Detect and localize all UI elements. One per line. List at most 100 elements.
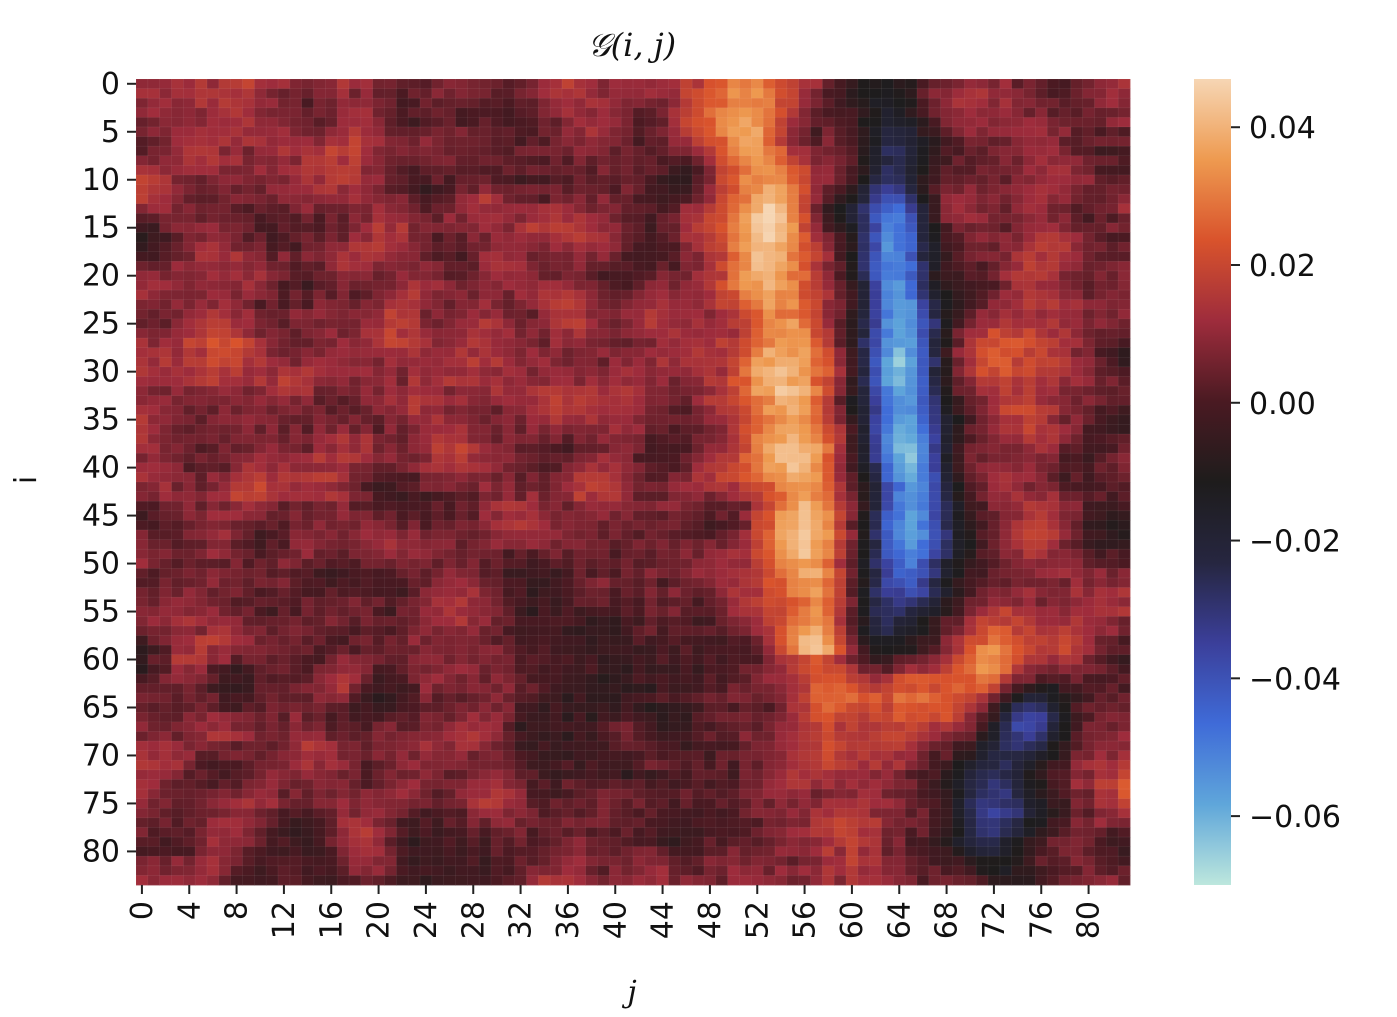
heatmap-cell <box>798 98 811 109</box>
heatmap-cell <box>301 568 314 579</box>
heatmap-cell <box>905 280 918 291</box>
heatmap-cell <box>846 232 859 243</box>
heatmap-cell <box>1035 443 1048 454</box>
heatmap-cell <box>230 539 243 550</box>
heatmap-cell <box>1094 529 1107 540</box>
heatmap-cell <box>159 338 172 349</box>
heatmap-cell <box>597 424 610 435</box>
heatmap-cell <box>976 117 989 128</box>
heatmap-cell <box>301 203 314 214</box>
heatmap-cell <box>1070 434 1084 445</box>
heatmap-cell <box>704 328 717 339</box>
heatmap-cell <box>846 453 859 464</box>
heatmap-cell <box>502 184 516 195</box>
heatmap-cell <box>396 472 409 483</box>
heatmap-cell <box>928 539 942 550</box>
heatmap-cell <box>455 338 468 349</box>
heatmap-cell <box>751 606 764 617</box>
heatmap-cell <box>597 261 610 272</box>
heatmap-cell <box>846 338 859 349</box>
heatmap-cell <box>763 453 776 464</box>
heatmap-cell <box>325 309 338 320</box>
heatmap-cell <box>1118 117 1131 128</box>
heatmap-cell <box>1094 88 1107 99</box>
heatmap-cell <box>1118 520 1131 531</box>
heatmap-cell <box>491 616 504 627</box>
heatmap-cell <box>337 299 350 310</box>
heatmap-cell <box>656 520 669 531</box>
heatmap-cell <box>1011 635 1024 646</box>
heatmap-cell <box>526 577 539 588</box>
heatmap-cell <box>183 549 196 560</box>
heatmap-cell <box>633 309 646 320</box>
heatmap-cell <box>976 280 989 291</box>
heatmap-cell <box>443 606 456 617</box>
heatmap-cell <box>633 501 646 512</box>
heatmap-cell <box>999 222 1013 233</box>
heatmap-cell <box>230 280 243 291</box>
heatmap-cell <box>810 491 823 502</box>
heatmap-cell <box>633 434 646 445</box>
heatmap-cell <box>420 558 433 569</box>
heatmap-cell <box>431 242 445 253</box>
heatmap-cell <box>999 88 1013 99</box>
heatmap-cell <box>230 510 243 521</box>
heatmap-cell <box>633 549 646 560</box>
heatmap-cell <box>656 309 669 320</box>
heatmap-cell <box>585 635 598 646</box>
heatmap-cell <box>715 616 729 627</box>
heatmap-cell <box>431 328 445 339</box>
heatmap-cell <box>526 395 539 406</box>
heatmap-cell <box>976 568 989 579</box>
heatmap-cell <box>467 88 480 99</box>
heatmap-cell <box>940 453 953 464</box>
heatmap-cell <box>644 386 658 397</box>
heatmap-cell <box>384 616 397 627</box>
heatmap-cell <box>727 309 740 320</box>
heatmap-cell <box>289 88 303 99</box>
heatmap-cell <box>360 107 374 118</box>
heatmap-cell <box>1106 251 1119 262</box>
heatmap-cell <box>704 280 717 291</box>
heatmap-cell <box>242 261 255 272</box>
heatmap-cell <box>136 174 149 185</box>
heatmap-cell <box>917 280 930 291</box>
heatmap-cell <box>420 491 433 502</box>
heatmap-cell <box>325 280 338 291</box>
heatmap-cell <box>159 155 172 166</box>
heatmap-cell <box>834 395 847 406</box>
heatmap-cell <box>230 357 243 368</box>
heatmap-cell <box>704 261 717 272</box>
heatmap-cell <box>147 213 161 224</box>
heatmap-cell <box>301 597 314 608</box>
heatmap-cell <box>467 107 480 118</box>
heatmap-cell <box>550 616 563 627</box>
heatmap-cell <box>384 510 397 521</box>
heatmap-cell <box>1118 126 1131 137</box>
heatmap-cell <box>917 482 930 492</box>
heatmap-cell <box>514 625 527 636</box>
heatmap-cell <box>727 280 740 291</box>
heatmap-cell <box>159 453 172 464</box>
heatmap-cell <box>798 222 811 233</box>
heatmap-cell <box>159 606 172 617</box>
heatmap-cell <box>136 616 149 627</box>
heatmap-cell <box>597 395 610 406</box>
heatmap-cell <box>1035 549 1048 560</box>
heatmap-cell <box>952 146 965 157</box>
heatmap-cell <box>585 568 598 579</box>
heatmap-cell <box>952 472 965 483</box>
heatmap-cell <box>325 462 338 473</box>
heatmap-cell <box>479 539 492 550</box>
heatmap-cell <box>159 79 172 89</box>
heatmap-cell <box>976 126 989 137</box>
heatmap-cell <box>420 405 433 416</box>
heatmap-cell <box>1059 290 1072 301</box>
heatmap-cell <box>775 376 788 387</box>
heatmap-cell <box>1011 174 1024 185</box>
heatmap-cell <box>881 434 894 445</box>
heatmap-cell <box>1070 98 1084 109</box>
heatmap-cell <box>739 280 752 291</box>
heatmap-cell <box>893 117 906 128</box>
heatmap-cell <box>455 232 468 243</box>
